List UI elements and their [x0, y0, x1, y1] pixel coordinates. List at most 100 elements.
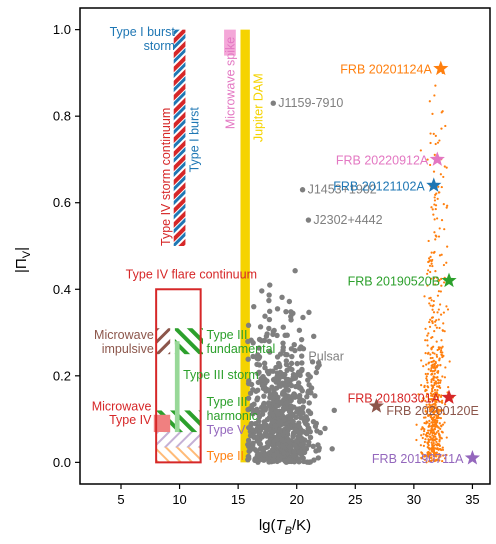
pulsar-point — [266, 297, 272, 304]
frb-burst-point — [428, 400, 431, 403]
frb-burst-point — [446, 308, 450, 311]
frb-burst-point — [435, 391, 438, 394]
pulsar-point — [308, 385, 315, 391]
pulsar-point — [266, 316, 273, 323]
frb-burst-point — [429, 304, 432, 307]
region-labels: Type I burst storm Type IV storm continuum… — [92, 25, 383, 463]
frb-burst-point — [432, 170, 436, 173]
frb-burst-point — [427, 429, 430, 432]
frb-burst-point — [438, 408, 442, 412]
frb-burst-point — [420, 383, 423, 387]
frb-burst-point — [433, 397, 436, 400]
pulsar-point — [245, 338, 251, 345]
label-type3-harmonic: Type III harmonic — [207, 395, 258, 423]
x-tick-label: 5 — [117, 492, 124, 507]
pulsar-point — [245, 356, 251, 362]
frb-burst-point — [427, 443, 430, 447]
regions-layer — [153, 29, 250, 464]
frb-burst-point — [439, 313, 443, 316]
frb-burst-point — [441, 448, 445, 451]
microwave-type4-region — [153, 414, 171, 433]
frb-burst-point — [435, 437, 438, 441]
frb-burst-point — [431, 308, 434, 311]
frb-burst-point — [426, 372, 430, 376]
frb-burst-point — [438, 191, 441, 194]
label-type5: Type V — [207, 423, 247, 437]
frb-burst-point — [439, 303, 442, 306]
frb-burst-point — [434, 84, 437, 87]
frb-burst-point — [437, 456, 441, 459]
pulsar-point — [260, 377, 267, 383]
type2-region — [156, 447, 201, 463]
frb-burst-point — [426, 381, 429, 384]
frb-burst-point — [431, 390, 434, 393]
label-pulsar: Pulsar — [308, 350, 343, 364]
y-tick-label: 0.0 — [53, 455, 71, 470]
frb-burst-point — [437, 453, 440, 456]
frb-burst-point — [439, 427, 442, 431]
frb-burst-point — [434, 238, 437, 241]
frb-burst-point — [440, 111, 443, 114]
pulsar-point — [247, 432, 254, 439]
frb-burst-point — [435, 406, 439, 409]
frb-burst-point — [433, 372, 436, 375]
frb-burst-point — [442, 322, 445, 325]
frb-burst-point — [442, 311, 445, 314]
x-tick-label: 10 — [172, 492, 186, 507]
frb-burst-point — [426, 158, 429, 161]
pulsar-point — [288, 397, 294, 404]
frb-burst-point — [440, 284, 443, 287]
frb-burst-point — [425, 403, 428, 406]
pulsar-point — [290, 452, 297, 459]
frb-burst-point — [436, 364, 439, 368]
frb-burst-point — [432, 412, 435, 415]
frb-burst-point — [430, 336, 433, 339]
pulsar-point — [275, 360, 282, 367]
frb-burst-point — [436, 348, 439, 352]
frb-burst-point — [441, 351, 444, 354]
frb-burst-point — [434, 142, 437, 146]
pulsar-point — [270, 368, 276, 374]
frb-burst-point — [426, 284, 429, 287]
frb-burst-point — [430, 427, 433, 430]
frb-burst-point — [427, 260, 430, 264]
frb-burst-point — [420, 428, 423, 431]
pulsar-point — [254, 361, 260, 368]
pulsar-point — [264, 368, 271, 375]
frb-burst-point — [424, 438, 427, 441]
frb-burst-point — [425, 410, 428, 413]
frb-burst-point — [438, 393, 441, 397]
frb-burst-point — [440, 219, 444, 222]
type4-flare-box — [155, 288, 202, 464]
pulsar-point — [307, 428, 313, 435]
frb-burst-point — [438, 254, 442, 257]
frb-cloud-points — [415, 71, 454, 464]
frb-burst-point — [425, 461, 428, 464]
frb-burst-point — [423, 440, 426, 444]
pulsar-point — [331, 407, 337, 414]
frb-burst-point — [435, 444, 439, 447]
pulsar-point — [284, 429, 290, 435]
frb-burst-point — [441, 345, 444, 348]
frb-burst-point — [433, 196, 436, 199]
pulsar-point — [262, 364, 268, 371]
frb-burst-point — [433, 453, 437, 456]
pulsar-point — [269, 447, 276, 453]
pulsar-point — [311, 333, 317, 340]
type5-region — [156, 432, 201, 450]
frb-burst-point — [431, 321, 434, 325]
pulsar-point — [277, 369, 284, 376]
frb-burst-point — [436, 311, 439, 314]
frb-burst-point — [444, 403, 447, 406]
frb-burst-point — [441, 355, 444, 359]
frb-burst-point — [424, 416, 427, 419]
pulsar-point — [306, 309, 312, 316]
frb-burst-point — [437, 429, 440, 432]
frb-burst-point — [438, 434, 441, 437]
frb-burst-point — [433, 250, 436, 254]
frb-burst-point — [442, 175, 445, 179]
frb-burst-point — [435, 376, 438, 379]
frb-burst-point — [436, 141, 440, 144]
frb-markers: FRB 20201124A FRB 20220912A FRB 20121102A F… — [333, 60, 480, 466]
pulsar-point — [296, 398, 303, 405]
